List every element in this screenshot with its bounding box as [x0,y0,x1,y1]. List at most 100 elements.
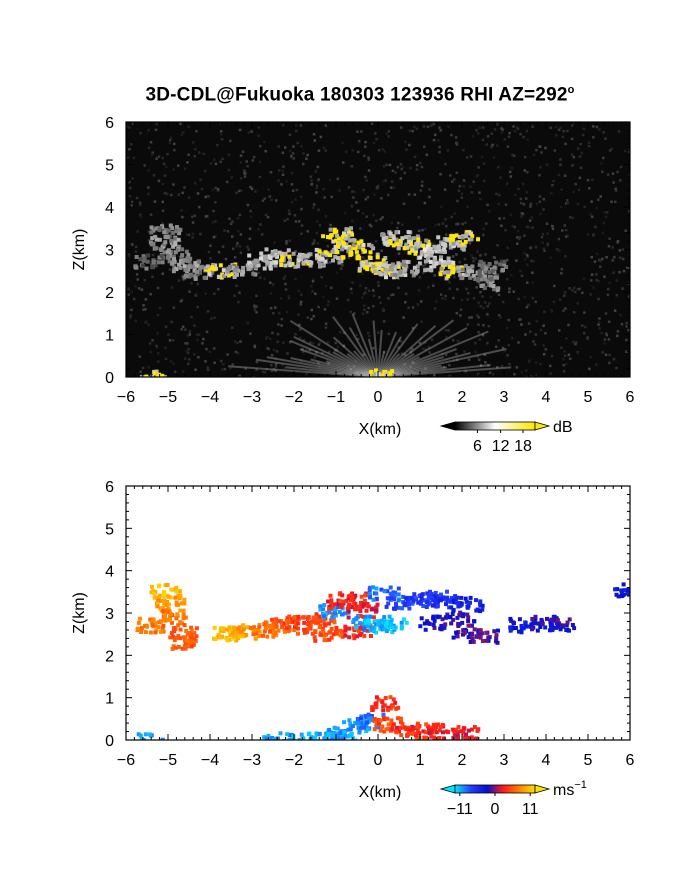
noise-speck [515,366,519,369]
data-cell [277,619,281,624]
data-cell [333,731,338,736]
data-cell [324,612,329,617]
noise-speck [401,166,404,169]
data-cell [340,629,345,634]
noise-speck [559,163,562,166]
data-cell [353,601,358,606]
noise-speck [602,156,605,160]
noise-speck [342,344,346,348]
data-cell [177,227,182,232]
y-tick-label: 1 [105,691,114,708]
data-cell [435,594,440,599]
data-cell [474,634,479,639]
noise-speck [166,152,169,156]
noise-speck [255,305,258,308]
data-cell [154,246,159,251]
data-cell [389,617,394,622]
noise-speck [588,187,591,190]
data-cell [278,731,283,736]
data-cell [155,602,160,607]
noise-speck [438,270,441,274]
data-cell [329,618,334,622]
data-cell [253,636,258,641]
data-cell [359,594,364,599]
data-cell [180,260,185,265]
data-cell [382,588,387,593]
noise-speck [568,287,571,290]
noise-speck [458,260,461,264]
data-cell [178,265,183,270]
data-cell [463,629,468,634]
data-cell [305,742,309,746]
data-cell [287,625,292,630]
data-cell [143,375,148,377]
data-cell [414,735,419,740]
noise-speck [253,304,256,307]
noise-speck [532,340,535,343]
data-cell [294,622,299,627]
data-cell [485,279,490,284]
noise-speck [419,189,423,192]
data-cell [463,263,468,268]
data-cell [451,234,456,239]
data-cell [423,259,428,264]
data-cell [252,625,256,630]
noise-speck [329,223,332,227]
data-cell [209,266,214,271]
data-cell [392,593,397,598]
noise-speck [214,220,217,223]
noise-speck [266,215,270,219]
data-cell [311,615,316,620]
noise-speck [299,359,303,363]
noise-speck [292,157,295,160]
noise-speck [365,179,369,182]
noise-speck [186,342,189,345]
noise-speck [384,179,387,182]
noise-speck [335,271,339,275]
data-cell [418,624,423,629]
noise-speck [508,170,512,174]
data-cell [437,736,442,740]
data-cell [414,731,419,736]
data-cell [251,271,256,276]
data-cell [399,733,404,738]
data-cell [153,234,158,239]
data-cell [466,615,471,620]
data-cell [396,598,401,603]
data-cell [293,264,298,269]
noise-speck [531,125,534,128]
noise-speck [621,248,625,251]
noise-speck [490,145,493,149]
data-cell [407,730,412,735]
x-tick-label: −1 [327,752,345,769]
noise-speck [157,352,160,355]
data-cell [403,601,408,606]
noise-speck [318,341,322,345]
noise-speck [235,191,238,195]
data-cell [480,607,485,612]
data-cell [330,249,335,254]
data-cell [393,264,398,269]
noise-speck [506,246,509,250]
data-cell [429,729,434,734]
noise-speck [164,325,168,328]
noise-speck [350,165,354,168]
noise-speck [466,156,469,159]
data-cell [150,264,154,269]
data-cell [538,621,543,626]
noise-speck [192,141,195,144]
data-cell [461,730,466,735]
noise-speck [534,333,538,336]
noise-speck [519,201,523,205]
y-tick-label: 2 [105,648,114,665]
data-cell [263,626,268,631]
data-cell [460,242,465,247]
data-cell [318,262,323,267]
noise-speck [246,322,250,325]
data-cell [368,623,373,628]
data-cell [159,378,163,382]
data-cell [273,249,278,254]
data-cell [187,274,192,279]
noise-speck [147,238,151,242]
noise-speck [179,240,183,243]
